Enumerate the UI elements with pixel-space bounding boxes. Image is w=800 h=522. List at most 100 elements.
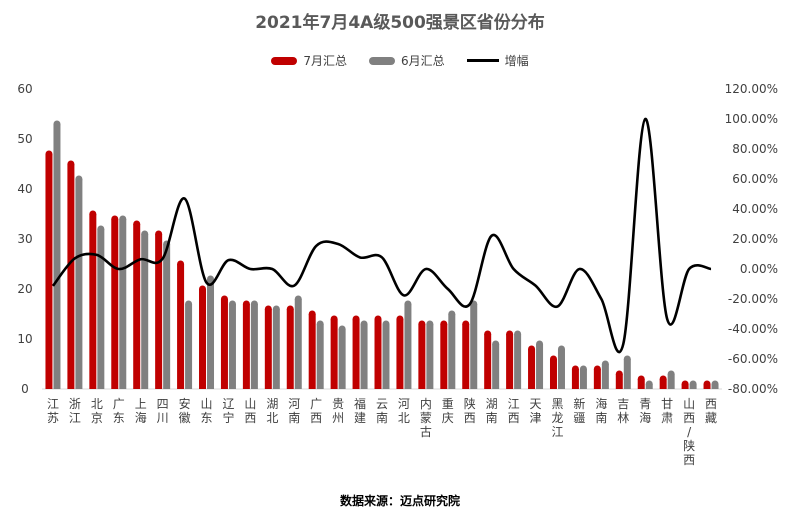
bar-june [163, 240, 171, 389]
y-right-tick-label: 20.00% [732, 232, 778, 246]
x-tick-label: 云南 [376, 397, 388, 425]
bar-july-body [155, 234, 163, 389]
bar-june-body [163, 244, 171, 389]
bar-june [141, 230, 149, 389]
x-tick-label: 西藏 [705, 397, 717, 425]
bar-july-body [549, 359, 557, 389]
x-tick-label: 山东 [201, 397, 213, 425]
bar-june [382, 320, 390, 389]
x-tick-label: 甘肃 [661, 397, 673, 425]
bar-july-body [484, 334, 492, 389]
bar-june-body [404, 304, 412, 389]
bar-june-body [448, 314, 456, 389]
bar-july-cap [440, 320, 448, 328]
bar-june-body [53, 124, 61, 389]
y-right-tick-label: 60.00% [732, 172, 778, 186]
bar-july-body [133, 224, 141, 389]
x-tick-label: 内蒙古 [420, 397, 432, 439]
bar-june [75, 175, 83, 389]
bar-july [484, 330, 492, 389]
bar-june-cap [514, 330, 522, 338]
legend: 7月汇总 6月汇总 增幅 [0, 52, 800, 69]
bar-june-cap [426, 320, 434, 328]
bar-june-cap [404, 300, 412, 308]
bar-june [250, 300, 258, 389]
bar-june-body [667, 374, 675, 389]
bar-july-cap [571, 365, 579, 373]
bar-july-body [330, 319, 338, 389]
legend-swatch-growth [466, 59, 499, 62]
bar-july-cap [615, 370, 623, 378]
bar-july-body [528, 349, 536, 389]
x-tick-label: 陕西 [464, 396, 476, 425]
bar-june-body [426, 324, 434, 389]
bar-june-cap [601, 360, 609, 368]
bar-june [623, 355, 631, 389]
y-left-tick-label: 30 [17, 232, 32, 246]
bar-june-cap [119, 215, 127, 223]
bar-july-cap [681, 380, 689, 388]
bar-june-body [207, 279, 215, 389]
bar-june-cap [272, 305, 280, 313]
bar-july [549, 355, 557, 389]
x-tick-label: 广西 [310, 397, 322, 425]
bar-july [308, 310, 316, 389]
bar-june-body [316, 324, 324, 389]
legend-swatch-june [368, 56, 395, 65]
bar-july-body [111, 219, 119, 389]
legend-label-july: 7月汇总 [303, 54, 347, 68]
bar-july [396, 315, 404, 389]
legend-label-growth: 增幅 [504, 54, 529, 68]
bar-june [579, 365, 587, 389]
bar-july-cap [177, 260, 185, 268]
bar-june-body [360, 324, 368, 389]
bar-july-body [418, 324, 426, 389]
bar-july-body [67, 164, 75, 389]
bar-june-cap [53, 120, 61, 128]
bar-july-cap [264, 305, 272, 313]
chart-title: 2021年7月4A级500强景区省份分布 [255, 13, 545, 33]
bar-july-body [571, 369, 579, 389]
x-tick-label: 广东 [113, 397, 125, 425]
bar-june-body [185, 304, 193, 389]
bar-june-cap [316, 320, 324, 328]
x-tick-label: 海南 [595, 396, 607, 425]
bar-july [374, 315, 382, 389]
bar-july-body [308, 314, 316, 389]
bar-june [97, 225, 105, 389]
bar-july [352, 315, 360, 389]
x-tick-label: 浙江 [69, 397, 81, 425]
bar-june [404, 300, 412, 389]
bar-july-cap [462, 320, 470, 328]
bar-june-cap [536, 340, 544, 348]
bar-july-cap [308, 310, 316, 318]
bar-july [571, 365, 579, 389]
bar-july-body [593, 369, 601, 389]
bar-june-cap [338, 325, 346, 333]
x-tick-label: 贵州 [332, 397, 344, 425]
x-tick-label: 新疆 [573, 396, 585, 425]
bar-july-body [45, 154, 53, 389]
bar-june-body [272, 309, 280, 389]
x-tick-label: 重庆 [442, 397, 454, 425]
bar-june-cap [667, 370, 675, 378]
bar-june-cap [207, 275, 215, 283]
bar-june-body [141, 234, 149, 389]
y-left-tick-label: 50 [17, 132, 32, 146]
bar-july [462, 320, 470, 389]
bar-july [133, 220, 141, 389]
y-right-tick-label: -40.00% [728, 322, 778, 336]
bar-june-body [514, 334, 522, 389]
bar-july-body [199, 289, 207, 389]
bar-july-cap [396, 315, 404, 323]
bar-july-cap [418, 320, 426, 328]
bar-july-body [462, 324, 470, 389]
bar-july-cap [111, 215, 119, 223]
bar-june [711, 380, 719, 389]
x-tick-label: 天津 [530, 397, 542, 425]
bar-july-body [396, 319, 404, 389]
bar-july [155, 230, 163, 389]
bar-july [67, 160, 75, 389]
y-left-tick-label: 20 [17, 282, 32, 296]
